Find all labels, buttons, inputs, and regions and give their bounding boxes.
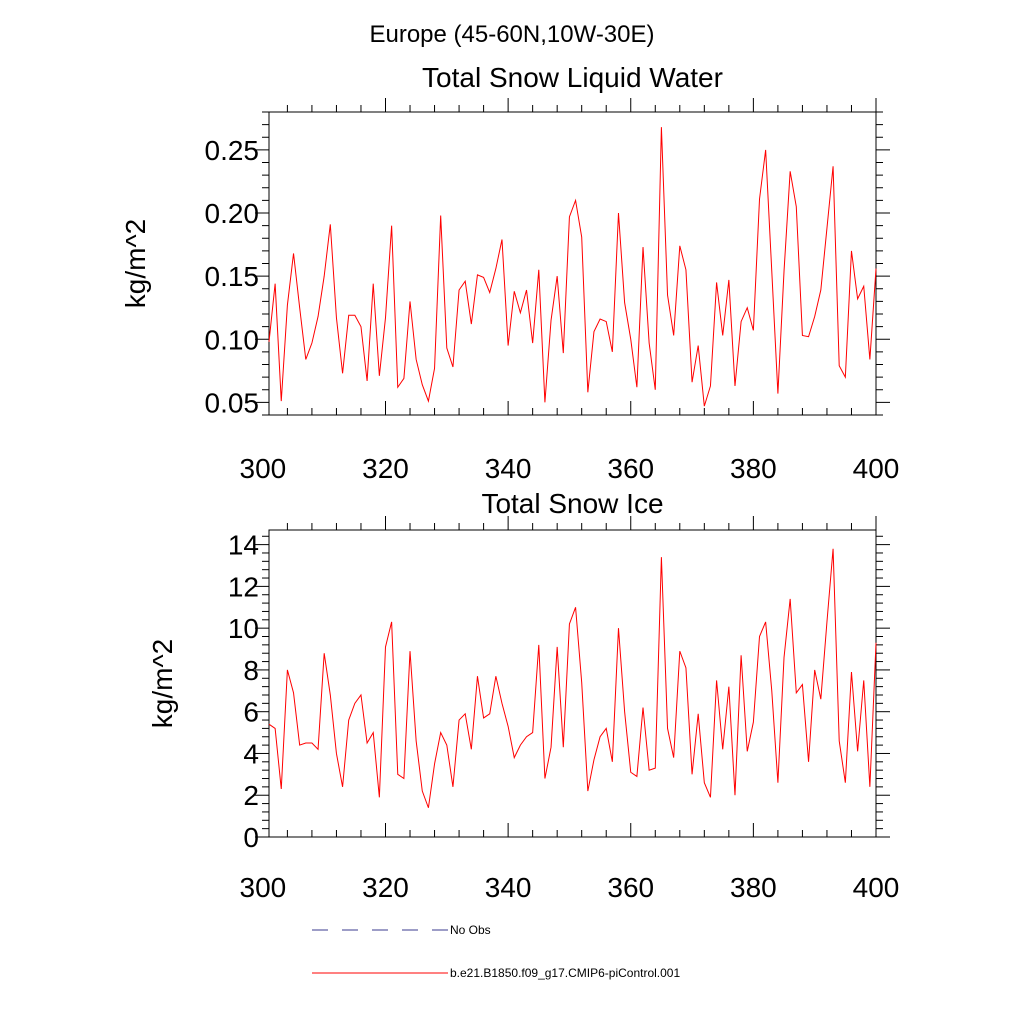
y-tick-label: 4	[243, 738, 259, 769]
panel-snow-liquid-water: Total Snow Liquid Water kg/m^2 300 320 340 36…	[120, 62, 899, 484]
y-tick-label: 0.25	[205, 135, 260, 166]
y-tick-label: 0.15	[205, 261, 260, 292]
y-tick-label: 14	[228, 530, 259, 561]
x-tick-label: 300	[240, 872, 287, 903]
panel-snow-ice: Total Snow Ice kg/m^2 300 320 340 360 380 400 0 2…	[147, 488, 899, 903]
y-axis-label: kg/m^2	[120, 219, 151, 308]
legend: No Obs b.e21.B1850.f09_g17.CMIP6-piContr…	[312, 923, 680, 980]
y-tick-label: 0.10	[205, 324, 260, 355]
x-tick-label: 380	[730, 453, 777, 484]
chart-title: Total Snow Ice	[481, 488, 663, 519]
y-axis-label: kg/m^2	[147, 639, 178, 728]
x-tick-label: 300	[240, 453, 287, 484]
x-tick-label: 360	[607, 453, 654, 484]
legend-label-no-obs: No Obs	[450, 923, 491, 937]
series-line	[268, 548, 877, 808]
x-tick-label: 360	[607, 872, 654, 903]
x-tick-label: 400	[853, 453, 900, 484]
x-tick-label: 340	[485, 872, 532, 903]
y-tick-label: 12	[228, 571, 259, 602]
x-tick-label: 320	[362, 872, 409, 903]
x-tick-label: 340	[485, 453, 532, 484]
series-line	[268, 127, 877, 407]
y-tick-label: 0.20	[205, 198, 260, 229]
y-tick-label: 0	[243, 822, 259, 853]
plot-frame	[268, 529, 877, 838]
y-tick-label: 0.05	[205, 387, 260, 418]
legend-label-model: b.e21.B1850.f09_g17.CMIP6-piControl.001	[450, 966, 680, 980]
y-tick-label: 2	[243, 780, 259, 811]
y-tick-label: 8	[243, 655, 259, 686]
x-tick-label: 320	[362, 453, 409, 484]
figure-title: Europe (45-60N,10W-30E)	[369, 21, 654, 48]
x-tick-label: 380	[730, 872, 777, 903]
x-tick-label: 400	[853, 872, 900, 903]
y-tick-label: 10	[228, 613, 259, 644]
chart-title: Total Snow Liquid Water	[422, 62, 723, 93]
y-tick-label: 6	[243, 697, 259, 728]
